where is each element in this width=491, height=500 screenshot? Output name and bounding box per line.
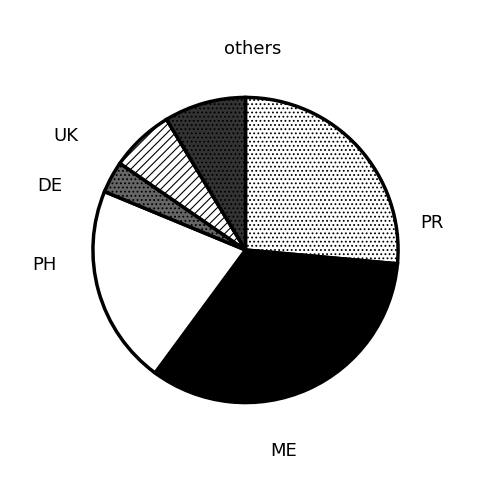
Wedge shape (93, 192, 246, 373)
Wedge shape (105, 164, 246, 250)
Text: PH: PH (32, 256, 56, 274)
Text: PR: PR (420, 214, 443, 232)
Text: others: others (224, 40, 282, 58)
Text: ME: ME (270, 442, 297, 460)
Text: DE: DE (38, 177, 63, 195)
Text: UK: UK (53, 126, 78, 144)
Wedge shape (246, 98, 398, 264)
Wedge shape (155, 250, 397, 402)
Wedge shape (166, 98, 246, 250)
Wedge shape (120, 120, 246, 250)
